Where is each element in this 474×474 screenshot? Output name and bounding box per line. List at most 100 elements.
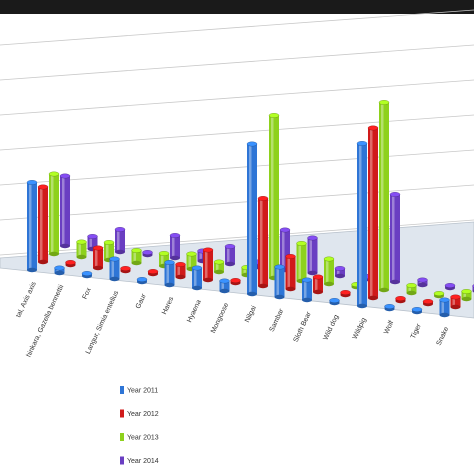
bar-body xyxy=(225,246,235,264)
bar xyxy=(131,248,142,266)
bar-body xyxy=(390,194,400,282)
legend-label: Year 2012 xyxy=(127,411,159,418)
bar xyxy=(395,296,406,304)
bar xyxy=(329,298,340,306)
bar-body xyxy=(285,256,296,289)
bar-top xyxy=(136,277,148,282)
bar-highlight xyxy=(40,187,43,262)
x-tick-label: Nilgai xyxy=(244,304,258,323)
bar xyxy=(422,299,434,307)
bar-highlight xyxy=(260,198,263,286)
bar-top xyxy=(186,251,197,257)
bar-top xyxy=(356,141,368,146)
bar-bottom xyxy=(313,289,323,295)
bar xyxy=(450,294,461,310)
bar-body xyxy=(274,267,285,297)
legend-label: Year 2014 xyxy=(127,458,159,465)
bar xyxy=(312,274,324,295)
bar-bottom xyxy=(461,296,472,302)
bar-bottom xyxy=(60,243,70,249)
bar-top xyxy=(340,290,351,295)
bar-body xyxy=(379,102,389,290)
bar-bottom xyxy=(203,277,213,283)
bar-highlight xyxy=(337,268,340,276)
bar-bottom xyxy=(214,269,224,275)
bar-top xyxy=(114,227,126,232)
bar xyxy=(257,196,269,289)
bar-top xyxy=(213,259,225,265)
bar-body xyxy=(175,264,186,277)
bar-highlight xyxy=(304,280,307,300)
bar-bottom xyxy=(258,283,268,289)
x-tick-label: Gaur xyxy=(135,292,148,310)
legend-swatch xyxy=(120,409,124,418)
bar xyxy=(411,307,423,315)
bar-highlight xyxy=(166,262,169,285)
bar-bottom xyxy=(219,288,230,294)
bar xyxy=(136,277,148,285)
bar-top xyxy=(230,278,241,283)
bar-highlight xyxy=(463,291,466,299)
bar-top xyxy=(367,125,379,131)
bar-top xyxy=(323,256,335,262)
bar xyxy=(26,180,38,273)
bar-highlight xyxy=(188,254,191,269)
bar-body xyxy=(241,267,252,275)
bar-top xyxy=(37,184,49,190)
x-tick-label: tal, Axis axis xyxy=(15,280,38,318)
floor xyxy=(0,221,474,319)
bar-bottom xyxy=(368,295,378,301)
bar-top xyxy=(296,241,307,246)
bar-top xyxy=(334,266,346,271)
bar-highlight xyxy=(227,246,230,264)
bar-body xyxy=(247,144,257,294)
bar-highlight xyxy=(452,297,455,307)
bar-highlight xyxy=(381,102,384,290)
bar xyxy=(334,266,346,279)
bar xyxy=(202,247,214,283)
bar-body xyxy=(186,254,197,269)
bar-highlight xyxy=(177,264,180,277)
bar-body xyxy=(109,259,120,279)
bar-bottom xyxy=(417,282,428,288)
bar-body xyxy=(76,242,87,257)
bar-top xyxy=(433,291,445,296)
bar-top xyxy=(406,283,417,288)
bar-highlight xyxy=(359,143,362,306)
bar-top xyxy=(301,277,313,283)
bar xyxy=(444,283,456,291)
bar-body xyxy=(49,174,59,254)
bar-body xyxy=(417,280,428,285)
bar xyxy=(114,227,126,255)
bar xyxy=(59,173,71,249)
bar-highlight xyxy=(419,280,422,285)
bar-body xyxy=(104,242,114,260)
bar xyxy=(48,171,60,257)
bar xyxy=(367,125,379,301)
x-tick-label: Tiger xyxy=(410,322,423,340)
bar-bottom xyxy=(131,260,142,266)
legend-swatch xyxy=(120,456,124,465)
bar-bottom xyxy=(49,251,59,257)
grid xyxy=(0,9,474,256)
bar-highlight xyxy=(89,236,92,249)
bar-top xyxy=(131,248,142,253)
bar-top xyxy=(169,233,181,238)
bar xyxy=(92,245,104,271)
bar xyxy=(109,256,120,282)
bar xyxy=(169,233,181,261)
bar xyxy=(219,278,230,294)
bar-highlight xyxy=(29,182,32,270)
bar-top xyxy=(92,245,104,251)
bar-body xyxy=(324,259,334,284)
bar-bottom xyxy=(285,286,296,292)
bar-body xyxy=(197,251,208,261)
bar-bottom xyxy=(93,265,103,271)
bar-highlight xyxy=(249,144,252,294)
bar-body xyxy=(406,285,417,293)
bar-top xyxy=(257,196,269,201)
bar-body xyxy=(219,281,230,291)
bar-top xyxy=(48,171,60,177)
bar-body xyxy=(38,187,48,262)
